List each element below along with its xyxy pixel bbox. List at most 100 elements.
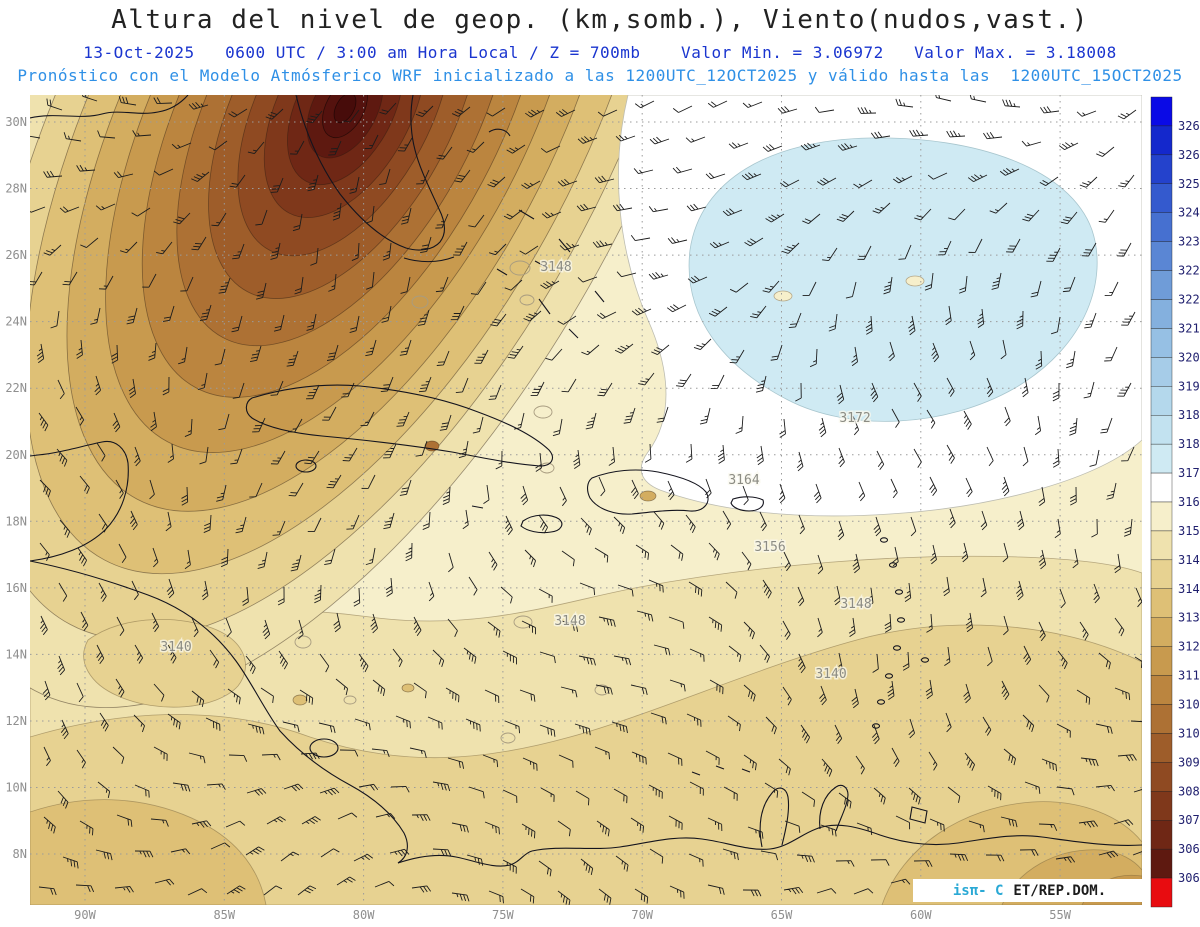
wind-barb <box>1001 680 1010 701</box>
wind-barb <box>838 447 845 468</box>
wind-barb <box>857 245 872 260</box>
lat-tick-label: 12N <box>5 714 27 728</box>
wind-barb <box>396 411 410 427</box>
wind-barb <box>835 860 855 867</box>
wind-barb <box>928 751 938 771</box>
wind-barb <box>1001 476 1010 497</box>
wind-barb <box>133 714 145 733</box>
wind-barb <box>57 379 65 400</box>
wind-barb <box>502 650 517 665</box>
wind-barb <box>180 276 194 292</box>
wind-barb <box>304 450 320 465</box>
wind-barb <box>1104 346 1118 362</box>
wind-barb <box>118 96 137 106</box>
wind-barb <box>870 131 891 139</box>
coastline <box>691 771 701 776</box>
wind-barb <box>795 382 802 402</box>
wind-barb <box>892 546 899 567</box>
wind-barb <box>820 824 837 837</box>
wind-barb <box>228 754 248 762</box>
wind-barb <box>131 207 151 217</box>
wind-barb <box>630 817 645 833</box>
wind-barb <box>615 855 629 872</box>
wind-barb <box>1091 518 1098 538</box>
wind-barb <box>653 511 665 530</box>
wind-barb <box>876 450 885 471</box>
wind-barb <box>1038 621 1046 642</box>
wind-barb <box>648 784 663 799</box>
wind-barb <box>328 273 337 292</box>
wind-barb <box>343 109 360 123</box>
wind-barb <box>853 179 873 189</box>
wind-barb <box>667 237 688 244</box>
wind-barb <box>46 98 63 111</box>
wind-barb <box>502 789 518 803</box>
wind-barb <box>781 242 800 254</box>
wind-barb <box>999 167 1020 176</box>
wind-barb <box>353 853 374 862</box>
lat-tick-label: 16N <box>5 581 27 595</box>
wind-barb <box>81 95 98 102</box>
wind-barb <box>436 146 453 160</box>
wind-barb <box>199 446 209 465</box>
wind-barb <box>231 315 243 333</box>
wind-barb <box>287 418 303 433</box>
wind-barb <box>79 475 90 494</box>
wind-barb <box>1121 311 1136 326</box>
wind-barb <box>578 655 596 666</box>
coastline <box>30 95 189 119</box>
wind-barb <box>452 106 471 117</box>
wind-barb <box>150 818 169 827</box>
wind-barb <box>60 719 69 740</box>
wind-barb <box>709 241 730 249</box>
wind-barb <box>416 169 430 185</box>
wind-barb <box>540 145 561 153</box>
colorbar-cell <box>1150 241 1173 271</box>
colorbar-label: 3084 <box>1178 784 1200 798</box>
wind-barb <box>557 820 571 837</box>
wind-barb <box>466 141 485 153</box>
wind-barb <box>1065 350 1076 369</box>
coastline <box>730 496 764 512</box>
contour-ring <box>533 405 553 419</box>
wind-barb <box>725 581 738 599</box>
wind-barb <box>59 206 80 213</box>
wind-barb <box>79 820 94 836</box>
wind-barb <box>558 754 574 768</box>
wind-barb <box>540 280 560 289</box>
wind-barb <box>129 510 138 531</box>
wind-barb <box>227 688 241 705</box>
contour-ring <box>343 695 357 705</box>
wind-barb <box>1106 482 1117 500</box>
colorbar-label: 3172 <box>1178 466 1200 480</box>
wind-barb <box>594 547 609 563</box>
wind-barb <box>261 753 281 761</box>
wind-barb <box>744 237 764 247</box>
wind-barb <box>968 238 983 253</box>
wind-barb <box>266 816 286 825</box>
wind-barb <box>539 724 556 737</box>
wind-barb <box>112 746 125 764</box>
wind-barb <box>722 510 732 530</box>
wind-barb <box>415 440 428 457</box>
wind-barb <box>557 178 578 187</box>
wind-barb <box>383 512 395 530</box>
watermark: isπ- C ET/REP.DOM. <box>913 879 1146 902</box>
wind-barb <box>1114 617 1125 637</box>
wind-barb <box>232 243 245 260</box>
wind-barb <box>1002 99 1021 108</box>
shading-layer <box>30 95 1142 905</box>
wind-barb <box>319 653 330 673</box>
wind-barb <box>201 580 209 601</box>
wind-barb <box>225 820 246 828</box>
wind-barb <box>209 649 220 669</box>
wind-barb <box>946 377 955 397</box>
lon-tick-label: 85W <box>213 908 235 922</box>
wind-barb <box>326 344 339 361</box>
wind-barb <box>307 517 322 533</box>
wind-barb <box>944 646 951 666</box>
coastline <box>538 298 551 315</box>
wind-barb <box>764 782 779 798</box>
wind-barb <box>649 848 664 864</box>
wind-barb <box>397 137 413 152</box>
